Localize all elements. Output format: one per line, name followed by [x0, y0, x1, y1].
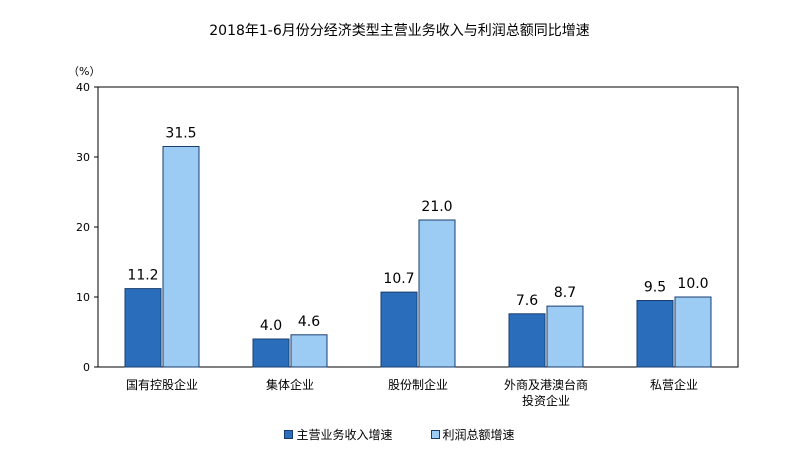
legend-label-profit: 利润总额增速 [442, 428, 515, 442]
category-label: 外商及港澳台商 [504, 377, 588, 392]
data-label: 10.0 [677, 276, 708, 292]
bar-revenue-growth [636, 300, 674, 368]
data-label: 8.7 [554, 285, 576, 301]
bar-profit-growth [418, 219, 456, 368]
data-label: 7.6 [516, 293, 538, 309]
data-label: 11.2 [127, 268, 158, 284]
category-label: 私营企业 [650, 377, 698, 392]
data-label: 21.0 [421, 199, 452, 215]
bar-revenue-growth [508, 313, 546, 368]
category-label: 国有控股企业 [126, 377, 198, 392]
bar-revenue-growth [124, 288, 162, 368]
data-label: 9.5 [644, 280, 666, 296]
bar-revenue-growth [380, 291, 418, 368]
bar-profit-growth [290, 334, 328, 368]
legend-label-revenue: 主营业务收入增速 [296, 428, 393, 442]
category-label: 股份制企业 [388, 377, 448, 392]
bar-chart: （%） 0 10 20 30 40 11.2 31.5 4.0 4.6 10.7 21.0 7.6 8… [68, 65, 739, 408]
category-label: 投资企业 [522, 393, 570, 408]
category-label: 集体企业 [266, 377, 314, 392]
y-tick-label: 10 [76, 291, 90, 304]
legend-item-profit: 利润总额增速 [430, 426, 515, 443]
y-tick-label: 40 [76, 81, 90, 94]
bar-revenue-growth [252, 338, 290, 368]
legend-swatch-revenue [284, 430, 294, 439]
y-tick-label: 20 [76, 221, 90, 234]
y-axis-unit-label: （%） [68, 65, 100, 78]
y-tick-label: 0 [83, 361, 90, 374]
legend: 主营业务收入增速 利润总额增速 [0, 426, 799, 443]
value-labels-group: 11.2 31.5 4.0 4.6 10.7 21.0 7.6 8.7 9.5 10.0 [127, 126, 708, 335]
bar-profit-growth [674, 296, 712, 368]
bars-group [124, 146, 712, 368]
bar-profit-growth [546, 305, 584, 368]
legend-swatch-profit [430, 430, 440, 439]
data-label: 4.0 [260, 318, 282, 334]
legend-item-revenue: 主营业务收入增速 [284, 426, 393, 443]
data-label: 10.7 [383, 271, 414, 287]
bar-profit-growth [162, 146, 200, 368]
y-axis: 0 10 20 30 40 [76, 81, 98, 374]
data-label: 31.5 [165, 126, 196, 142]
data-label: 4.6 [298, 314, 320, 330]
chart-title: 2018年1-6月份分经济类型主营业务收入与利润总额同比增速 [209, 23, 590, 39]
y-tick-label: 30 [76, 151, 90, 164]
